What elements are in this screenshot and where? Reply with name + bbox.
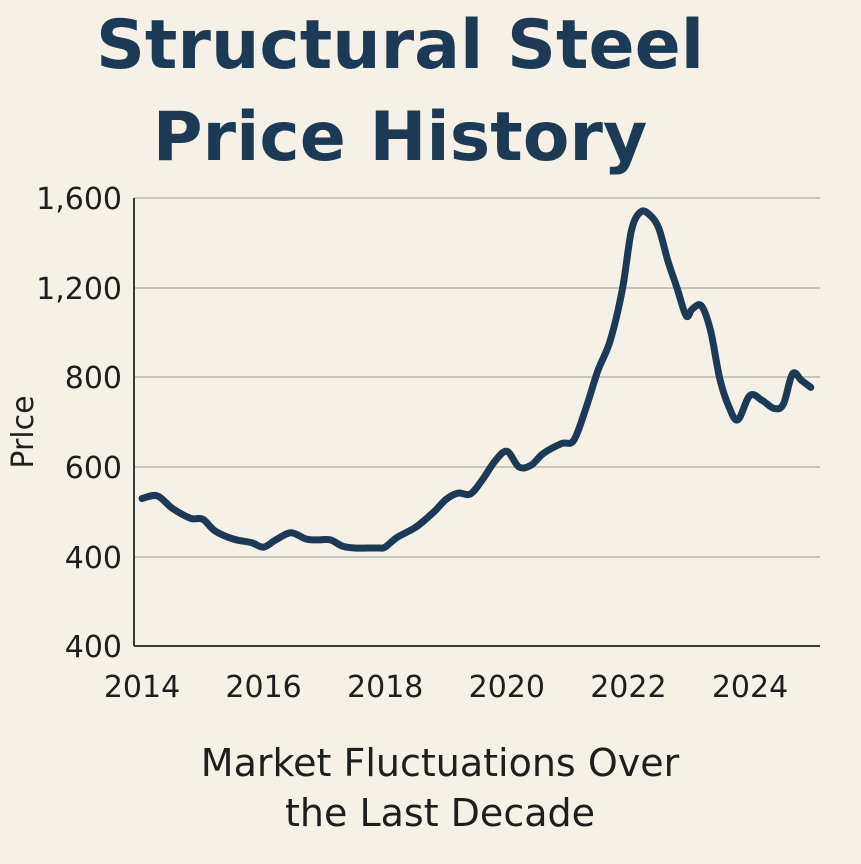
x-tick-label: 2024 — [712, 670, 788, 705]
chart-title-line-2: Price History — [152, 98, 648, 177]
x-tick-label: 2022 — [590, 670, 666, 705]
y-tick-label: 1,600 — [36, 182, 122, 217]
axes — [133, 198, 820, 647]
x-tick-label: 2018 — [347, 670, 423, 705]
x-tick-label: 2014 — [104, 670, 180, 705]
x-tick-label: 2020 — [469, 670, 545, 705]
y-tick-label: 400 — [65, 630, 122, 665]
chart-title: Structural Steel Price History — [0, 0, 800, 184]
series-line-0 — [138, 207, 815, 552]
y-tick-label: 400 — [65, 541, 122, 576]
chart-subtitle: Market Fluctuations Over the Last Decade — [0, 738, 861, 838]
y-tick-label: 1,200 — [36, 272, 122, 307]
y-axis-title: Prlce — [6, 395, 41, 468]
x-tick-labels: 2014 2016 2018 2020 2022 2024 — [104, 670, 788, 705]
y-tick-label: 800 — [65, 361, 122, 396]
chart-title-line-1: Structural Steel — [95, 6, 705, 85]
series-layer — [138, 207, 815, 552]
chart-subtitle-line-1: Market Fluctuations Over — [200, 741, 680, 785]
y-tick-labels: 1,600 1,200 800 600 400 400 — [36, 182, 122, 665]
grid-lines — [134, 197, 820, 558]
y-tick-label: 600 — [65, 451, 122, 486]
chart-subtitle-line-2: the Last Decade — [285, 791, 595, 835]
x-tick-label: 2016 — [225, 670, 301, 705]
